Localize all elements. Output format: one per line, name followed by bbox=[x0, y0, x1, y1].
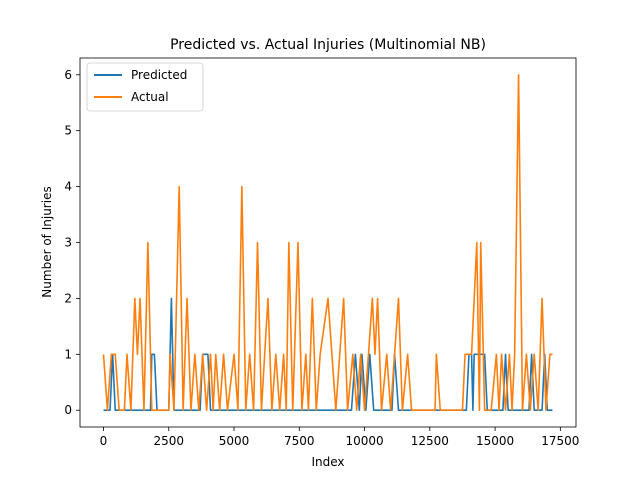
y-tick-label: 5 bbox=[64, 124, 72, 138]
series-line-actual bbox=[102, 73, 553, 412]
y-tick-label: 3 bbox=[64, 236, 72, 250]
x-tick-label: 10000 bbox=[345, 434, 383, 448]
y-axis-label: Number of Injuries bbox=[40, 186, 54, 297]
legend-label-predicted: Predicted bbox=[131, 68, 187, 82]
x-axis-label: Index bbox=[311, 455, 344, 469]
legend-label-actual: Actual bbox=[131, 90, 169, 104]
legend: Predicted Actual bbox=[86, 62, 204, 112]
y-axis-ticks: 0 1 2 3 4 5 6 bbox=[64, 68, 80, 417]
x-tick-label: 5000 bbox=[219, 434, 250, 448]
plot-lines bbox=[102, 73, 553, 412]
x-axis-ticks: 0 2500 5000 7500 10000 12500 15000 17500 bbox=[100, 427, 579, 448]
x-tick-label: 2500 bbox=[153, 434, 184, 448]
y-tick-label: 2 bbox=[64, 291, 72, 305]
x-tick-label: 7500 bbox=[284, 434, 315, 448]
y-tick-label: 1 bbox=[64, 347, 72, 361]
x-tick-label: 17500 bbox=[541, 434, 579, 448]
plot-frame bbox=[79, 57, 577, 428]
y-tick-label: 4 bbox=[64, 180, 72, 194]
x-tick-label: 0 bbox=[100, 434, 108, 448]
chart-title: Predicted vs. Actual Injuries (Multinomi… bbox=[170, 37, 486, 53]
x-tick-label: 12500 bbox=[411, 434, 449, 448]
x-tick-label: 15000 bbox=[476, 434, 514, 448]
y-tick-label: 0 bbox=[64, 403, 72, 417]
y-tick-label: 6 bbox=[64, 68, 72, 82]
